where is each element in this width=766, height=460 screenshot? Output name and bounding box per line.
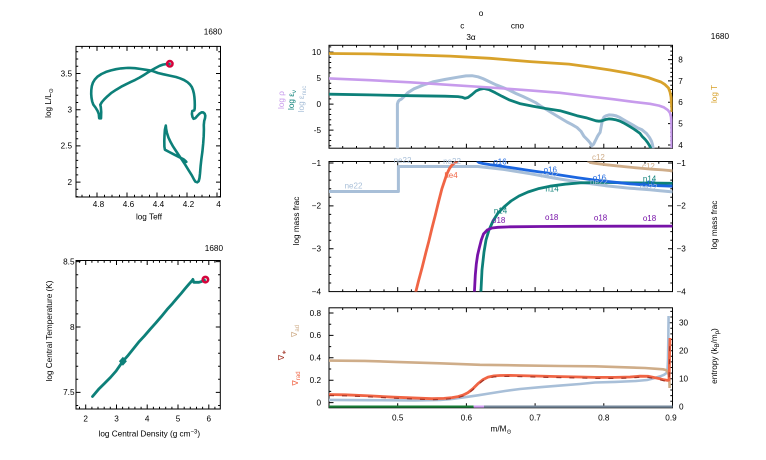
svg-text:4: 4 bbox=[678, 141, 683, 150]
svg-text:5: 5 bbox=[678, 120, 683, 129]
svg-text:o18: o18 bbox=[643, 214, 657, 223]
svg-text:0.7: 0.7 bbox=[529, 413, 541, 422]
svg-text:c12: c12 bbox=[592, 153, 605, 162]
svg-text:c: c bbox=[460, 21, 464, 30]
svg-text:0.8: 0.8 bbox=[310, 309, 322, 318]
svg-text:∇ad: ∇ad bbox=[290, 325, 301, 338]
svg-text:0.6: 0.6 bbox=[461, 413, 473, 422]
svg-text:6: 6 bbox=[207, 415, 212, 424]
svg-text:7: 7 bbox=[678, 77, 683, 86]
svg-text:n14: n14 bbox=[643, 174, 657, 183]
svg-text:o18: o18 bbox=[594, 213, 608, 222]
svg-text:−1: −1 bbox=[677, 159, 687, 168]
svg-text:8.5: 8.5 bbox=[63, 257, 75, 266]
svg-text:o18: o18 bbox=[492, 216, 506, 225]
svg-text:7.5: 7.5 bbox=[63, 388, 75, 397]
svg-text:5: 5 bbox=[316, 74, 321, 83]
svg-text:∇rad: ∇rad bbox=[291, 371, 302, 386]
svg-text:−3: −3 bbox=[312, 245, 322, 254]
svg-text:2.5: 2.5 bbox=[61, 142, 73, 151]
svg-text:ne22: ne22 bbox=[443, 157, 461, 166]
svg-text:log mass frac: log mass frac bbox=[710, 201, 719, 250]
svg-text:0.5: 0.5 bbox=[392, 413, 404, 422]
svg-text:ne22: ne22 bbox=[345, 182, 363, 191]
svg-text:ne22: ne22 bbox=[394, 156, 412, 165]
svg-text:log εnuc: log εnuc bbox=[297, 86, 308, 113]
svg-text:o18: o18 bbox=[545, 213, 559, 222]
svg-text:n14: n14 bbox=[494, 206, 508, 215]
svg-text:log T: log T bbox=[710, 85, 719, 103]
svg-text:entropy (kB/mp): entropy (kB/mp) bbox=[710, 328, 721, 384]
svg-text:4.2: 4.2 bbox=[183, 200, 195, 209]
svg-text:3: 3 bbox=[114, 415, 119, 424]
svg-text:20: 20 bbox=[679, 347, 689, 356]
svg-text:-5: -5 bbox=[314, 126, 322, 135]
svg-text:1680: 1680 bbox=[205, 244, 224, 253]
svg-text:0.2: 0.2 bbox=[310, 376, 322, 385]
svg-text:10: 10 bbox=[312, 48, 322, 57]
svg-text:n14: n14 bbox=[545, 184, 559, 193]
svg-text:o16: o16 bbox=[493, 157, 507, 166]
svg-text:log ρ: log ρ bbox=[277, 91, 286, 109]
svg-text:c12: c12 bbox=[642, 162, 655, 171]
svg-text:3.5: 3.5 bbox=[61, 69, 73, 78]
svg-text:1680: 1680 bbox=[711, 32, 730, 41]
svg-text:−3: −3 bbox=[677, 245, 687, 254]
svg-text:8: 8 bbox=[70, 323, 75, 332]
svg-text:o16: o16 bbox=[642, 180, 656, 189]
svg-text:4.6: 4.6 bbox=[123, 200, 135, 209]
svg-text:−2: −2 bbox=[312, 202, 322, 211]
svg-text:0.9: 0.9 bbox=[665, 413, 677, 422]
svg-text:30: 30 bbox=[679, 318, 689, 327]
svg-text:m/M⊙: m/M⊙ bbox=[491, 425, 512, 436]
svg-text:log Central Density (g cm−3): log Central Density (g cm−3) bbox=[99, 430, 201, 439]
svg-text:5: 5 bbox=[176, 415, 181, 424]
svg-text:ne22: ne22 bbox=[540, 170, 558, 179]
svg-text:10: 10 bbox=[679, 375, 689, 384]
svg-text:−4: −4 bbox=[677, 287, 687, 296]
svg-text:log mass frac: log mass frac bbox=[292, 197, 301, 246]
svg-text:∇∗: ∇∗ bbox=[277, 350, 288, 362]
svg-text:2: 2 bbox=[83, 415, 88, 424]
svg-text:6: 6 bbox=[678, 98, 683, 107]
svg-text:3: 3 bbox=[67, 106, 72, 115]
svg-text:−4: −4 bbox=[312, 287, 322, 296]
svg-text:cno: cno bbox=[511, 21, 525, 30]
svg-text:1680: 1680 bbox=[204, 28, 223, 37]
svg-text:ne22: ne22 bbox=[640, 183, 658, 192]
svg-text:4: 4 bbox=[216, 200, 221, 209]
svg-text:0: 0 bbox=[679, 403, 684, 412]
svg-text:log Teff: log Teff bbox=[136, 213, 163, 222]
svg-text:4.8: 4.8 bbox=[93, 200, 105, 209]
svg-text:log Central Temperature (K): log Central Temperature (K) bbox=[45, 280, 54, 381]
svg-text:0: 0 bbox=[316, 100, 321, 109]
svg-text:4.4: 4.4 bbox=[153, 200, 165, 209]
svg-text:o: o bbox=[479, 9, 484, 18]
svg-text:o16: o16 bbox=[593, 174, 607, 183]
svg-text:he4: he4 bbox=[444, 171, 458, 180]
svg-text:4: 4 bbox=[145, 415, 150, 424]
svg-text:−2: −2 bbox=[677, 202, 687, 211]
svg-text:8: 8 bbox=[678, 55, 683, 64]
svg-text:log εν: log εν bbox=[287, 90, 298, 110]
svg-text:0.8: 0.8 bbox=[598, 413, 610, 422]
svg-text:2: 2 bbox=[67, 178, 72, 187]
svg-text:3α: 3α bbox=[466, 33, 476, 42]
svg-text:0.4: 0.4 bbox=[310, 354, 322, 363]
svg-text:0: 0 bbox=[316, 398, 321, 407]
svg-text:0.6: 0.6 bbox=[310, 331, 322, 340]
svg-text:−1: −1 bbox=[312, 159, 322, 168]
svg-text:o16: o16 bbox=[544, 166, 558, 175]
svg-text:ne22: ne22 bbox=[590, 177, 608, 186]
svg-text:log L/L⊙: log L/L⊙ bbox=[44, 88, 55, 118]
